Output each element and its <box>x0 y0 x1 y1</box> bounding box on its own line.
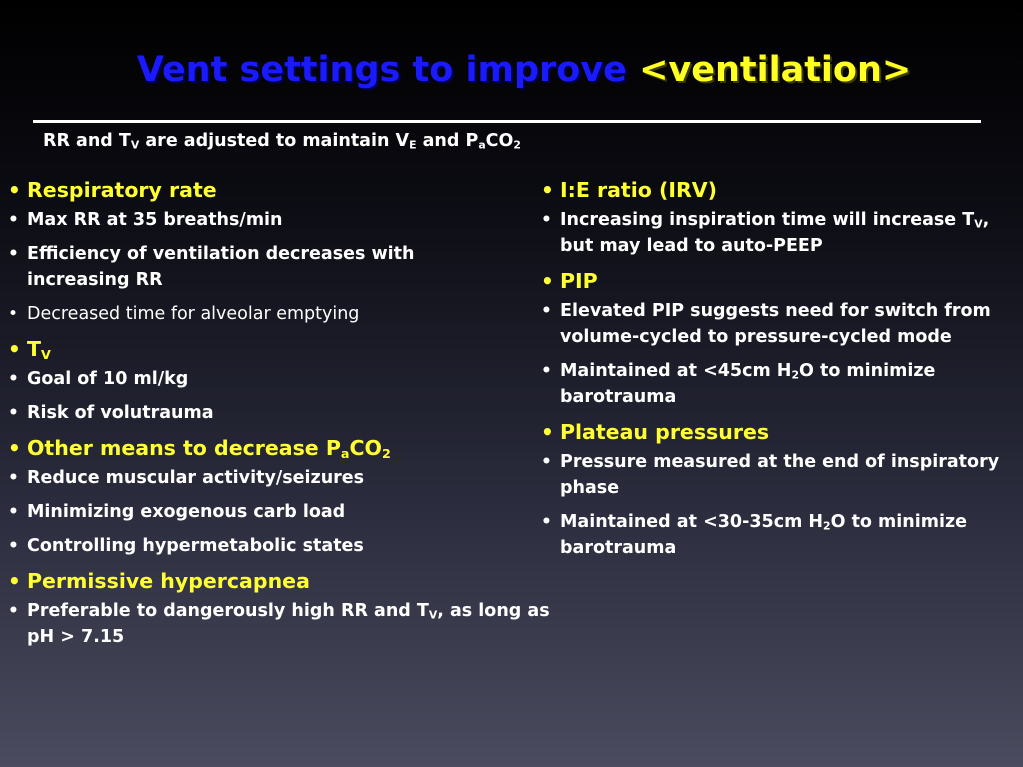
bullet-heading-respiratory-rate: • Respiratory rate <box>8 176 558 204</box>
subtitle-text-4: CO <box>485 131 514 151</box>
bullet-text: Pressure measured at the end of inspirat… <box>560 452 1000 498</box>
slide-title: Vent settings to improve <ventilation> <box>0 50 1023 90</box>
bullet-subscript: 2 <box>791 368 799 382</box>
bullet-text-2: , but may lead to auto-PEEP <box>560 210 990 256</box>
bullet-heading-other-means: • Other means to decrease PaCO2 <box>8 434 558 462</box>
bullet-text: Preferable to dangerously high RR and T <box>27 601 429 621</box>
left-column: • Respiratory rate • Max RR at 35 breath… <box>8 174 558 658</box>
heading-subscript-2: 2 <box>381 446 391 462</box>
bullet-text: Efficiency of ventilation decreases with… <box>27 244 415 290</box>
bullet-item: • Risk of volutrauma <box>8 400 558 426</box>
bullet-dot-icon: • <box>8 304 19 324</box>
bullet-dot-icon: • <box>8 178 21 202</box>
bullet-text-2: , as long as pH > 7.15 <box>27 601 550 647</box>
bullet-text: Decreased time for alveolar emptying <box>27 304 360 324</box>
bullet-text-2: O to minimize barotrauma <box>560 361 936 407</box>
bullet-item: • Max RR at 35 breaths/min <box>8 207 558 233</box>
bullet-text: Elevated PIP suggests need for switch fr… <box>560 301 991 347</box>
subtitle-text-1: RR and T <box>43 131 131 151</box>
bullet-item: • Increasing inspiration time will incre… <box>541 207 1021 259</box>
subtitle: RR and TV are adjusted to maintain VE an… <box>43 131 521 151</box>
bullet-dot-icon: • <box>541 210 552 230</box>
bullet-text: Increasing inspiration time will increas… <box>560 210 975 230</box>
title-divider <box>33 120 981 123</box>
bullet-item: • Maintained at <45cm H2O to minimize ba… <box>541 358 1021 410</box>
bullet-dot-icon: • <box>541 301 552 321</box>
bullet-dot-icon: • <box>541 269 554 293</box>
bullet-item: • Maintained at <30-35cm H2O to minimize… <box>541 509 1021 561</box>
bullet-dot-icon: • <box>8 536 19 556</box>
subtitle-sub-1: V <box>130 138 140 152</box>
bullet-item: • Decreased time for alveolar emptying <box>8 301 558 327</box>
bullet-text: Reduce muscular activity/seizures <box>27 468 365 488</box>
heading-text-2: CO <box>349 436 382 460</box>
bullet-subscript: 2 <box>823 519 831 533</box>
heading-text: Permissive hypercapnea <box>27 569 310 593</box>
heading-subscript: V <box>40 347 51 363</box>
heading-subscript: a <box>340 446 350 462</box>
bullet-dot-icon: • <box>541 420 554 444</box>
subtitle-sub-4: 2 <box>513 138 521 152</box>
heading-text: PIP <box>560 269 598 293</box>
bullet-dot-icon: • <box>8 369 19 389</box>
subtitle-text-3: and P <box>416 131 479 151</box>
subtitle-text-2: are adjusted to maintain V <box>139 131 410 151</box>
bullet-dot-icon: • <box>8 210 19 230</box>
bullet-text: Controlling hypermetabolic states <box>27 536 364 556</box>
bullet-item: • Minimizing exogenous carb load <box>8 499 558 525</box>
bullet-dot-icon: • <box>541 361 552 381</box>
right-column: • I:E ratio (IRV) • Increasing inspirati… <box>541 174 1021 569</box>
bullet-item: • Efficiency of ventilation decreases wi… <box>8 241 558 293</box>
bullet-heading-permissive-hypercapnea: • Permissive hypercapnea <box>8 567 558 595</box>
bullet-text: Goal of 10 ml/kg <box>27 369 189 389</box>
heading-text: Other means to decrease P <box>27 436 341 460</box>
bullet-dot-icon: • <box>8 502 19 522</box>
bullet-heading-tidal-volume: • TV <box>8 335 558 363</box>
bullet-item: • Reduce muscular activity/seizures <box>8 465 558 491</box>
bullet-item: • Elevated PIP suggests need for switch … <box>541 298 1021 350</box>
bullet-heading-plateau-pressures: • Plateau pressures <box>541 418 1021 446</box>
bullet-subscript: V <box>974 217 983 231</box>
bullet-dot-icon: • <box>8 468 19 488</box>
bullet-dot-icon: • <box>8 436 21 460</box>
subtitle-sub-3: a <box>478 138 486 152</box>
title-part-blue: Vent settings to improve <box>136 50 627 90</box>
bullet-heading-pip: • PIP <box>541 267 1021 295</box>
title-part-yellow: <ventilation> <box>639 50 912 90</box>
bullet-text: Maintained at <45cm H <box>560 361 792 381</box>
bullet-text-2: O to minimize barotrauma <box>560 512 968 558</box>
bullet-text: Risk of volutrauma <box>27 403 214 423</box>
bullet-dot-icon: • <box>541 512 552 532</box>
bullet-dot-icon: • <box>8 569 21 593</box>
bullet-text: Minimizing exogenous carb load <box>27 502 346 522</box>
bullet-dot-icon: • <box>8 337 21 361</box>
heading-text: T <box>27 337 41 361</box>
bullet-dot-icon: • <box>541 178 554 202</box>
bullet-subscript: V <box>428 608 438 622</box>
bullet-item: • Goal of 10 ml/kg <box>8 366 558 392</box>
bullet-heading-ie-ratio: • I:E ratio (IRV) <box>541 176 1021 204</box>
subtitle-sub-2: E <box>409 138 417 152</box>
heading-text: Respiratory rate <box>27 178 217 202</box>
bullet-dot-icon: • <box>541 452 552 472</box>
bullet-item: • Pressure measured at the end of inspir… <box>541 449 1021 501</box>
bullet-item: • Preferable to dangerously high RR and … <box>8 598 558 650</box>
bullet-item: • Controlling hypermetabolic states <box>8 533 558 559</box>
bullet-dot-icon: • <box>8 601 19 621</box>
heading-text: Plateau pressures <box>560 420 770 444</box>
bullet-text: Maintained at <30-35cm H <box>560 512 824 532</box>
heading-text: I:E ratio (IRV) <box>560 178 717 202</box>
bullet-text: Max RR at 35 breaths/min <box>27 210 283 230</box>
bullet-dot-icon: • <box>8 244 19 264</box>
bullet-dot-icon: • <box>8 403 19 423</box>
